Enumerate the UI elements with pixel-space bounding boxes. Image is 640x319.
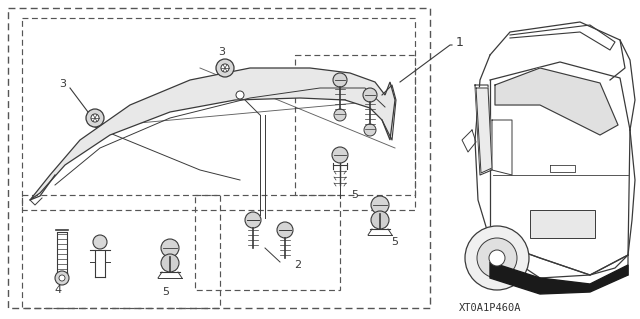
Circle shape [364, 124, 376, 136]
Circle shape [371, 211, 389, 229]
Text: 4: 4 [54, 285, 61, 295]
Circle shape [465, 226, 529, 290]
Polygon shape [490, 262, 628, 294]
Circle shape [161, 239, 179, 257]
Text: XT0A1P460A: XT0A1P460A [459, 303, 521, 313]
Polygon shape [476, 88, 492, 173]
Bar [22, 195, 220, 308]
Polygon shape [30, 68, 395, 200]
Text: 5: 5 [163, 287, 170, 297]
Circle shape [332, 147, 348, 163]
Bar [8, 8, 430, 308]
Circle shape [236, 91, 244, 99]
Text: 5: 5 [351, 190, 358, 200]
Circle shape [216, 59, 234, 77]
Circle shape [371, 196, 389, 214]
Bar [22, 18, 415, 210]
Circle shape [489, 250, 505, 266]
Circle shape [221, 64, 229, 72]
Circle shape [363, 88, 377, 102]
Bar [195, 195, 340, 290]
Circle shape [55, 271, 69, 285]
Polygon shape [495, 68, 618, 135]
Circle shape [333, 73, 347, 87]
Text: 2: 2 [294, 260, 301, 270]
Circle shape [59, 275, 65, 281]
Bar [295, 55, 415, 195]
Text: 3: 3 [60, 79, 67, 89]
Text: 3: 3 [218, 47, 225, 57]
Text: 1: 1 [456, 36, 464, 49]
Circle shape [245, 212, 261, 228]
Circle shape [91, 114, 99, 122]
Circle shape [86, 109, 104, 127]
Circle shape [161, 254, 179, 272]
Circle shape [477, 238, 517, 278]
Circle shape [93, 235, 107, 249]
Circle shape [334, 109, 346, 121]
Bar [530, 210, 595, 238]
Text: 5: 5 [392, 237, 399, 247]
Circle shape [277, 222, 293, 238]
